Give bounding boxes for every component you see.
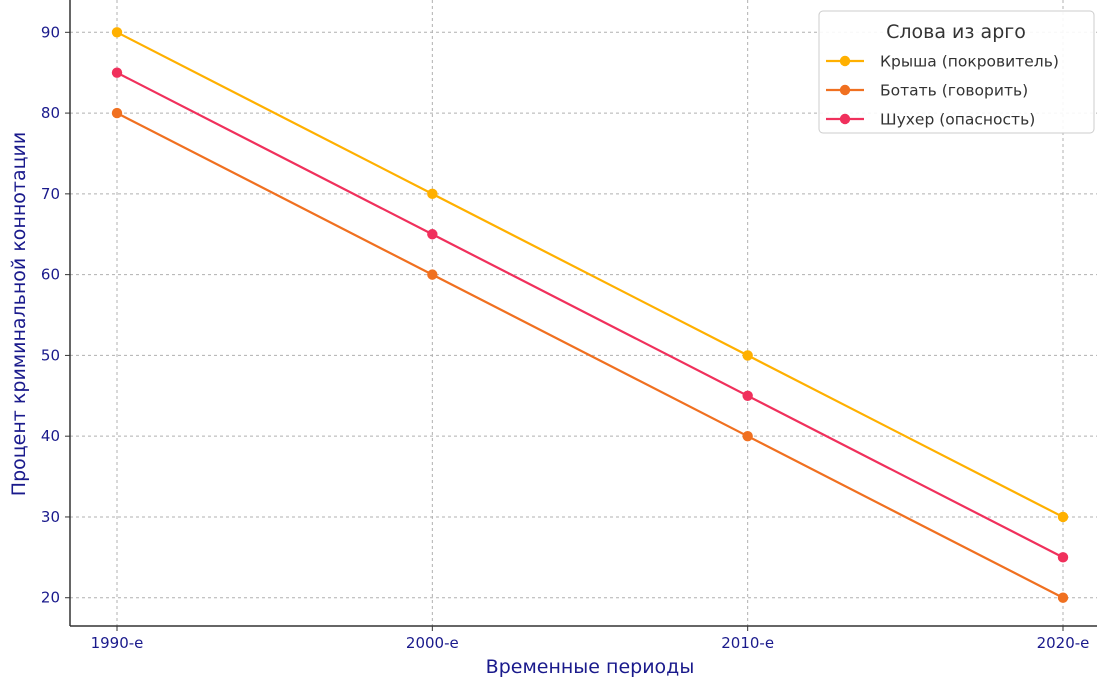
data-point: [427, 229, 438, 240]
data-point: [111, 67, 123, 78]
legend-entry: Шухер (опасность): [826, 111, 1035, 129]
y-tick-label: 60: [41, 266, 60, 284]
y-tick-label: 80: [41, 104, 60, 122]
axes: [65, 0, 1097, 631]
data-point: [427, 269, 438, 280]
y-tick-label: 70: [41, 185, 60, 203]
data-point: [742, 390, 753, 401]
legend-marker: [839, 113, 851, 125]
legend: Слова из арго Крыша (покровитель) Ботать …: [818, 10, 1095, 134]
legend-entries: Крыша (покровитель) Ботать (говорить) Шухе…: [826, 53, 1059, 129]
x-tick-label: 2020-е: [1037, 634, 1090, 652]
series-3: [111, 67, 1069, 563]
series-line: [116, 31, 1064, 518]
legend-title: Слова из арго: [886, 21, 1026, 43]
legend-entry: Ботать (говорить): [826, 82, 1028, 100]
data-point: [742, 430, 753, 442]
legend-marker: [839, 84, 851, 96]
series-line: [116, 112, 1064, 599]
data-point: [742, 350, 753, 361]
legend-label: Шухер (опасность): [880, 111, 1035, 129]
data-point: [427, 188, 438, 200]
y-axis-title: Процент криминальной коннотации: [8, 132, 30, 496]
legend-entry: Крыша (покровитель): [826, 53, 1059, 71]
data-point: [1057, 592, 1069, 603]
series-1: [111, 27, 1069, 523]
data-point: [1057, 511, 1069, 523]
x-tick-label: 1990-е: [91, 634, 144, 652]
series-line: [116, 71, 1064, 559]
x-axis-title: Временные периоды: [486, 656, 695, 677]
series-2: [111, 107, 1069, 603]
y-tick-label: 30: [41, 508, 60, 526]
legend-label: Ботать (говорить): [880, 82, 1028, 100]
y-tick-label: 20: [41, 589, 60, 607]
y-tick-label: 50: [41, 346, 60, 364]
legend-label: Крыша (покровитель): [880, 53, 1059, 71]
legend-box: [818, 10, 1095, 134]
tick-labels: 20 30 40 50 60 70 80 90 1990-е 2000-е 2010-е 2020-е: [41, 23, 1090, 652]
data-point: [111, 107, 123, 119]
series-lines: [111, 27, 1069, 603]
data-point: [111, 27, 123, 38]
x-tick-label: 2000-е: [406, 634, 459, 652]
x-tick-label: 2010-е: [721, 634, 774, 652]
y-tick-label: 40: [41, 427, 60, 445]
y-tick-label: 90: [41, 23, 60, 41]
legend-marker: [839, 55, 851, 67]
data-point: [1057, 552, 1069, 563]
